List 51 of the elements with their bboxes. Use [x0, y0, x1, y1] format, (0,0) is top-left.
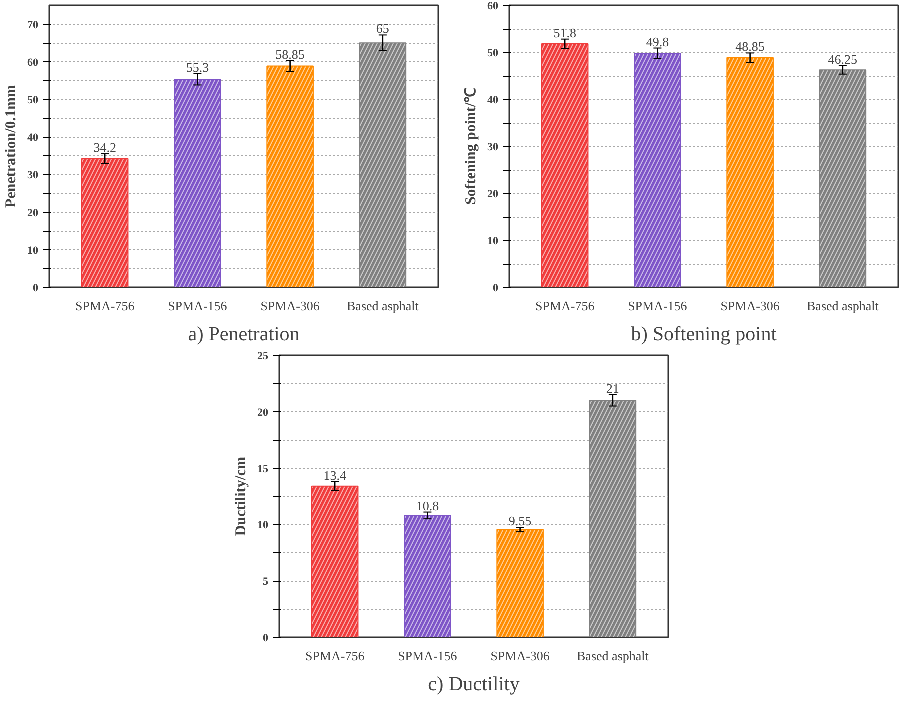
y-tick-label: 15: [258, 463, 269, 476]
data-label: 65: [376, 21, 390, 36]
y-tick-label: 0: [263, 632, 269, 644]
y-tick-label: 10: [488, 236, 499, 248]
x-tick-label: SPMA-156: [628, 298, 688, 314]
y-tick-label: 20: [28, 207, 39, 220]
data-label: 46.25: [828, 52, 858, 67]
y-tick-label: 70: [28, 19, 39, 32]
data-label: 55.3: [186, 60, 210, 75]
x-tick-label: SPMA-306: [720, 298, 780, 314]
data-label: 34.2: [94, 140, 116, 156]
y-tick-label: 30: [488, 142, 499, 154]
y-tick-label: 20: [488, 188, 499, 200]
data-label: 13.4: [324, 468, 347, 483]
data-label: 58.85: [276, 46, 305, 62]
data-label: 48.85: [736, 39, 765, 54]
x-tick-label: Based asphalt: [347, 298, 420, 314]
y-axis-title: Penetration/0.1mm: [4, 84, 20, 208]
x-tick-label: Based asphalt: [577, 648, 650, 664]
y-tick-label: 40: [28, 132, 39, 144]
y-tick-label: 25: [258, 350, 269, 362]
text: c) Ductility: [428, 674, 520, 696]
x-tick-label: SPMA-756: [305, 648, 366, 664]
y-tick-label: 0: [33, 282, 39, 294]
y-tick-label: 10: [28, 244, 39, 257]
y-tick-label: 30: [28, 170, 39, 182]
y-tick-label: 40: [488, 94, 499, 106]
text: b) Softening point: [631, 324, 778, 346]
x-tick-label: SPMA-156: [398, 648, 458, 664]
y-axis-title: Softening point/℃: [464, 88, 480, 206]
x-tick-label: SPMA-156: [168, 298, 228, 314]
y-tick-label: 10: [258, 520, 269, 532]
data-label: 49.8: [646, 34, 670, 50]
y-tick-label: 60: [488, 0, 499, 12]
x-tick-label: SPMA-756: [75, 298, 136, 314]
data-label: 21: [606, 380, 620, 396]
y-tick-label: 5: [263, 576, 269, 588]
y-tick-label: 20: [258, 406, 269, 419]
y-tick-label: 60: [28, 56, 39, 69]
y-tick-label: 50: [488, 48, 499, 60]
x-tick-label: Based asphalt: [807, 298, 880, 314]
text: a) Penetration: [188, 324, 300, 346]
data-label: 10.8: [416, 498, 440, 514]
y-tick-label: 50: [28, 94, 39, 106]
data-label: 9.55: [508, 514, 532, 529]
data-label: 51.8: [554, 25, 576, 40]
x-tick-label: SPMA-756: [535, 298, 596, 314]
x-tick-label: SPMA-306: [260, 298, 320, 314]
x-tick-label: SPMA-306: [490, 648, 550, 664]
y-tick-label: 0: [493, 282, 499, 294]
y-axis-title: Ductility/cm: [234, 456, 250, 536]
